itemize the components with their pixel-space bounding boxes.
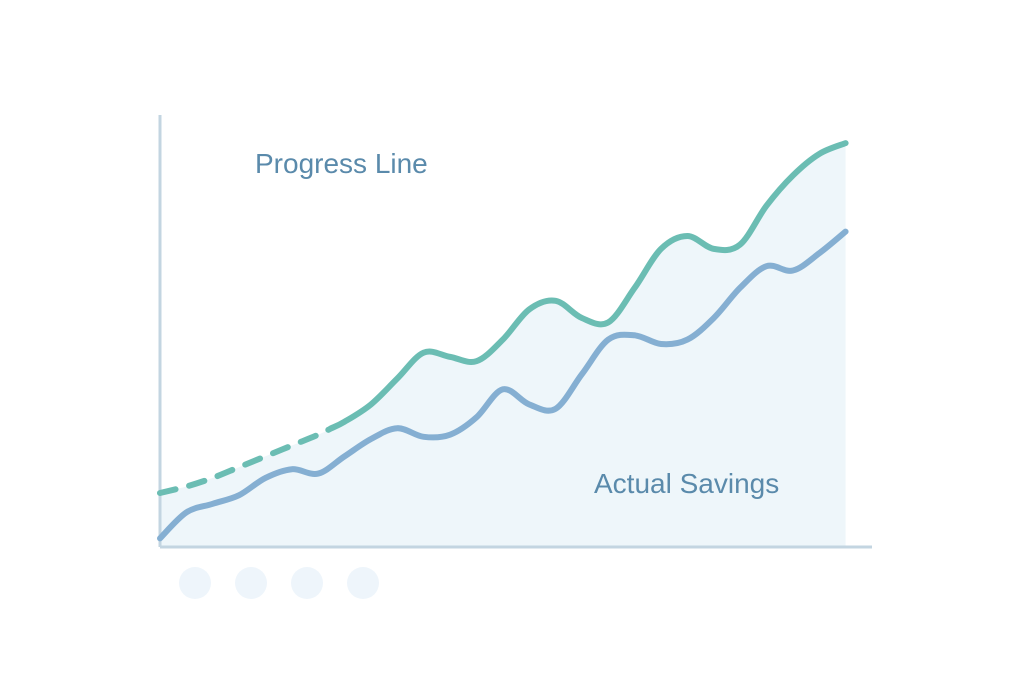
pagination-dots[interactable] — [179, 567, 379, 599]
series-line-actual-savings — [157, 228, 849, 542]
chart-area-fill — [160, 143, 846, 547]
pagination-dot[interactable] — [235, 567, 267, 599]
chart-axes — [158, 115, 872, 549]
chart-labels: Progress Line Actual Savings — [255, 148, 779, 499]
series-line-progress-line — [328, 140, 849, 432]
chart-area-layer — [160, 143, 846, 547]
pagination-dot[interactable] — [291, 567, 323, 599]
chart-series-layer — [157, 140, 849, 542]
series-label-actual-savings: Actual Savings — [594, 468, 779, 499]
series-line-progress-line-dashed — [157, 425, 335, 496]
pagination-dot[interactable] — [179, 567, 211, 599]
series-label-progress-line: Progress Line — [255, 148, 428, 179]
pagination-dot[interactable] — [347, 567, 379, 599]
